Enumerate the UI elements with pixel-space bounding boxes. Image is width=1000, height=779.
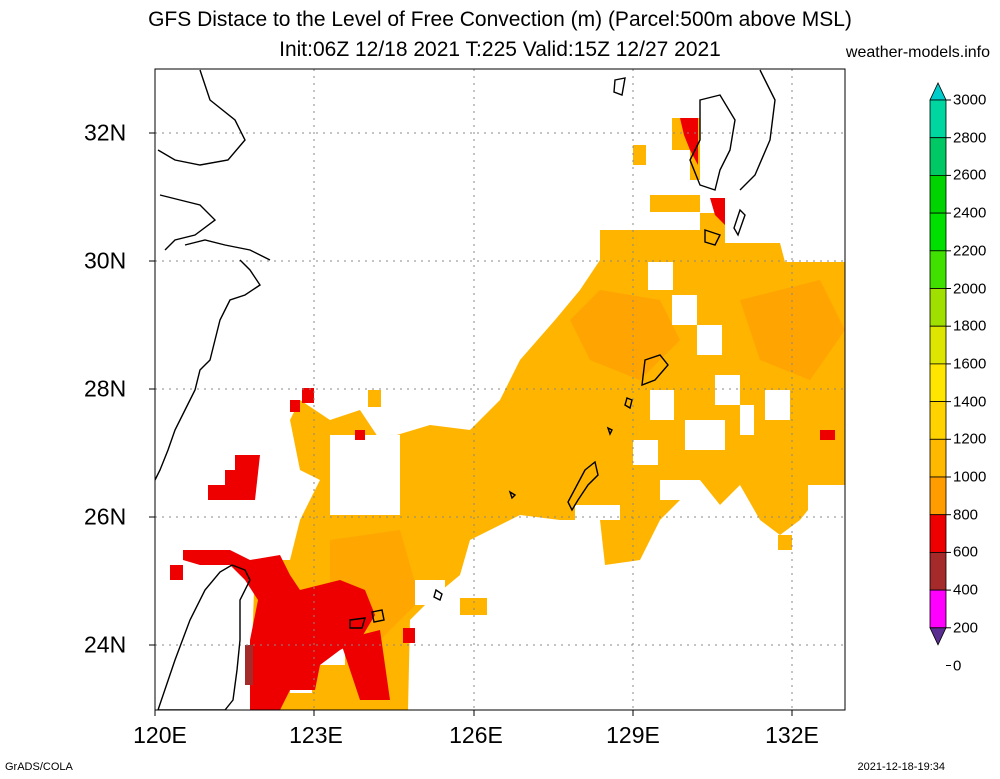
tick-marks [149, 132, 793, 716]
lfc-field [170, 118, 845, 710]
colorbar-label: 2200 [953, 242, 987, 260]
colorbar-segment [929, 552, 947, 591]
credit-label: weather-models.info [845, 44, 990, 61]
coast-kyushu [689, 94, 736, 191]
island-amami [704, 229, 721, 246]
colorbar-label: 200 [953, 619, 979, 637]
x-tick-label: 126E [449, 722, 503, 748]
y-tick-label: 26N [84, 503, 127, 530]
colorbar-label: 1000 [953, 468, 987, 486]
colorbar-segment [929, 514, 947, 553]
island-small [508, 490, 517, 500]
chart-subtitle: Init:06Z 12/18 2021 T:225 Valid:15Z 12/2… [0, 38, 1000, 62]
colorbar [929, 82, 951, 666]
colorbar-segment [929, 438, 947, 478]
colorbar-top-arrow [929, 82, 947, 101]
island-okinawa [641, 354, 669, 387]
colorbar-segment [929, 589, 947, 629]
island-tanegashima [733, 208, 746, 237]
x-tick-label: 123E [289, 722, 343, 748]
footer-software: GrADS/COLA [5, 761, 73, 773]
island-small [606, 426, 613, 436]
init-valid-line: Init:06Z 12/18 2021 T:225 Valid:15Z 12/2… [279, 38, 721, 61]
field-cell [460, 598, 487, 615]
gridlines [155, 69, 845, 710]
coast-japan-east [739, 69, 776, 191]
colorbar-segment [929, 288, 947, 327]
colorbar-label: 2400 [953, 204, 987, 222]
y-tick-label: 32N [84, 119, 127, 146]
field-cell [778, 535, 792, 550]
colorbar-label: 600 [953, 543, 979, 561]
coast-china [155, 69, 271, 481]
colorbar-label: 400 [953, 581, 979, 599]
colorbar-segment [929, 401, 947, 440]
island-ryukyu-chain [567, 460, 599, 512]
field-brown-patch [245, 645, 253, 685]
colorbar-label: 1800 [953, 317, 987, 335]
colorbar-label: 2000 [953, 280, 987, 297]
colorbar-segment [929, 137, 947, 176]
colorbar-label: 800 [953, 506, 979, 524]
colorbar-segment [929, 363, 947, 402]
colorbar-segment [929, 476, 947, 516]
y-tick-label: 30N [84, 247, 127, 274]
island-small [613, 77, 626, 96]
colorbar-label: 1600 [953, 355, 987, 373]
colorbar-segment [929, 99, 947, 139]
island-small [624, 397, 633, 410]
x-tick-label: 132E [765, 722, 819, 748]
island-small [433, 588, 443, 601]
colorbar-label: 1200 [953, 430, 987, 448]
colorbar-segment [929, 250, 947, 289]
colorbar-bottom-arrow [929, 627, 947, 646]
colorbar-label: 1400 [953, 393, 987, 411]
colorbar-segment [929, 212, 947, 252]
field-cell [633, 145, 646, 165]
coast-taiwan [157, 564, 251, 710]
footer-timestamp: 2021-12-18-19:34 [857, 761, 945, 773]
y-tick-label: 24N [84, 631, 127, 658]
coastlines [155, 69, 776, 710]
colorbar-segment [929, 174, 947, 214]
colorbar-label: 2800 [953, 129, 987, 147]
x-tick-label: 120E [133, 722, 187, 748]
field-region-north2 [650, 195, 700, 212]
chart-title: GFS Distace to the Level of Free Convect… [148, 8, 852, 31]
colorbar-label: 0 [953, 657, 962, 674]
field-cell [368, 390, 381, 407]
y-tick-label: 28N [84, 375, 127, 402]
colorbar-label: 3000 [953, 91, 987, 109]
colorbar-segment [929, 325, 947, 365]
x-tick-label: 129E [606, 722, 660, 748]
island-sakishima [349, 609, 385, 629]
colorbar-label: 2600 [953, 166, 987, 184]
